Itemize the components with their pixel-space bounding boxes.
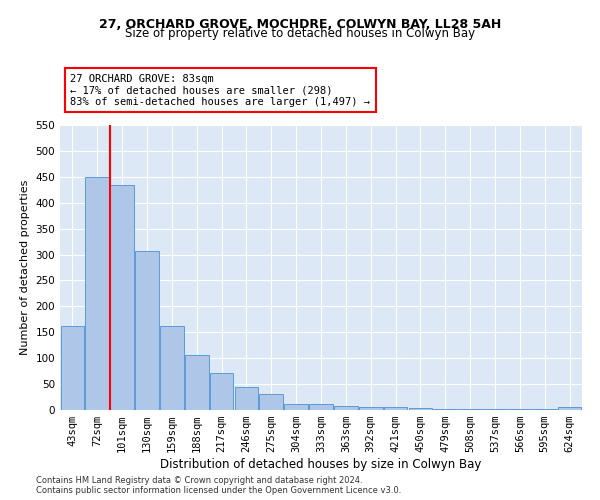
Bar xyxy=(433,409,457,410)
Bar xyxy=(235,387,258,410)
Bar xyxy=(210,372,233,410)
Text: Contains HM Land Registry data © Crown copyright and database right 2024.
Contai: Contains HM Land Registry data © Crown c… xyxy=(36,476,401,495)
Bar xyxy=(160,326,184,410)
Y-axis label: Number of detached properties: Number of detached properties xyxy=(20,180,30,355)
X-axis label: Distribution of detached houses by size in Colwyn Bay: Distribution of detached houses by size … xyxy=(160,458,482,471)
Bar xyxy=(558,408,581,410)
Bar xyxy=(309,404,333,410)
Bar xyxy=(483,409,507,410)
Bar xyxy=(85,177,109,410)
Text: 27, ORCHARD GROVE, MOCHDRE, COLWYN BAY, LL28 5AH: 27, ORCHARD GROVE, MOCHDRE, COLWYN BAY, … xyxy=(99,18,501,30)
Bar xyxy=(334,406,358,410)
Bar xyxy=(409,408,432,410)
Bar xyxy=(61,326,84,410)
Bar xyxy=(458,409,482,410)
Bar xyxy=(384,408,407,410)
Bar xyxy=(110,184,134,410)
Bar xyxy=(284,404,308,410)
Bar xyxy=(508,409,532,410)
Text: Size of property relative to detached houses in Colwyn Bay: Size of property relative to detached ho… xyxy=(125,28,475,40)
Bar xyxy=(135,251,159,410)
Bar xyxy=(359,408,383,410)
Text: 27 ORCHARD GROVE: 83sqm
← 17% of detached houses are smaller (298)
83% of semi-d: 27 ORCHARD GROVE: 83sqm ← 17% of detache… xyxy=(70,74,370,107)
Bar xyxy=(185,355,209,410)
Bar xyxy=(259,394,283,410)
